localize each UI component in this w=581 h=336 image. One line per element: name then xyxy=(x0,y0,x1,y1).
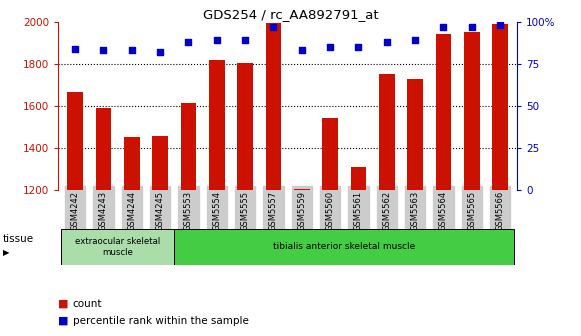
Bar xyxy=(96,108,111,190)
Text: tissue: tissue xyxy=(3,234,34,244)
Bar xyxy=(61,229,174,265)
Text: percentile rank within the sample: percentile rank within the sample xyxy=(73,316,249,326)
Point xyxy=(325,44,335,50)
Bar xyxy=(152,136,168,190)
Point xyxy=(269,24,278,30)
Point xyxy=(382,39,392,45)
Text: tibialis anterior skeletal muscle: tibialis anterior skeletal muscle xyxy=(273,243,415,251)
Point xyxy=(241,38,250,43)
Point xyxy=(127,48,137,53)
Text: count: count xyxy=(73,299,102,309)
Bar xyxy=(379,74,394,190)
Text: GDS254 / rc_AA892791_at: GDS254 / rc_AA892791_at xyxy=(203,8,378,22)
Point xyxy=(297,48,306,53)
Point xyxy=(496,23,505,28)
Bar xyxy=(174,229,514,265)
Point xyxy=(99,48,108,53)
Text: ■: ■ xyxy=(58,316,69,326)
Bar xyxy=(181,103,196,190)
Bar xyxy=(67,92,83,190)
Point xyxy=(410,38,419,43)
Point xyxy=(467,24,476,30)
Bar xyxy=(492,24,508,190)
Text: ▶: ▶ xyxy=(3,249,9,257)
Point xyxy=(439,24,448,30)
Text: extraocular skeletal
muscle: extraocular skeletal muscle xyxy=(75,237,160,257)
Bar xyxy=(124,137,139,190)
Point xyxy=(156,49,165,55)
Bar xyxy=(407,79,423,190)
Bar xyxy=(351,167,366,190)
Bar xyxy=(436,34,451,190)
Text: ■: ■ xyxy=(58,299,69,309)
Bar xyxy=(464,32,479,190)
Bar xyxy=(322,119,338,190)
Bar xyxy=(266,23,281,190)
Bar xyxy=(237,63,253,190)
Point xyxy=(70,46,80,51)
Bar xyxy=(294,189,310,190)
Bar xyxy=(209,60,224,190)
Point xyxy=(354,44,363,50)
Point xyxy=(212,38,221,43)
Point xyxy=(184,39,193,45)
